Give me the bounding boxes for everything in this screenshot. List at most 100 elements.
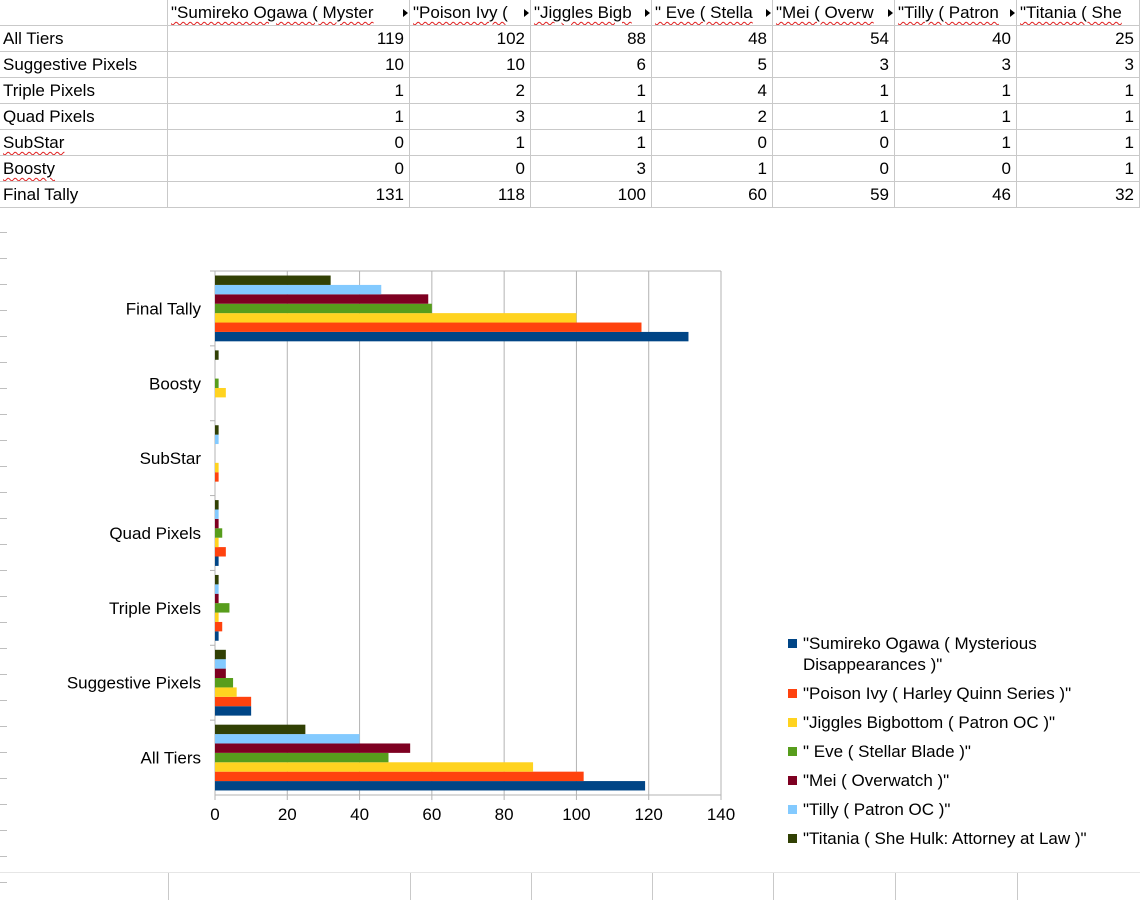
row-label-cell[interactable]: Final Tally	[0, 182, 168, 208]
cell-corner[interactable]	[0, 0, 168, 26]
value-cell[interactable]: 1	[410, 130, 531, 156]
value-cell[interactable]: 131	[168, 182, 410, 208]
value-cell[interactable]: 3	[773, 52, 895, 78]
column-header-cell[interactable]: "Jiggles Bigb	[531, 0, 652, 26]
bar[interactable]	[215, 781, 646, 791]
value-cell[interactable]: 59	[773, 182, 895, 208]
row-label-cell[interactable]: Quad Pixels	[0, 104, 168, 130]
value-cell[interactable]: 1	[895, 130, 1017, 156]
value-cell[interactable]: 0	[168, 130, 410, 156]
row-label-cell[interactable]: Triple Pixels	[0, 78, 168, 104]
value-cell[interactable]: 2	[652, 104, 773, 130]
bar[interactable]	[215, 593, 219, 604]
bar[interactable]	[215, 284, 382, 295]
bar[interactable]	[215, 668, 226, 679]
value-cell[interactable]: 1	[168, 78, 410, 104]
bar[interactable]	[215, 621, 223, 632]
bar[interactable]	[215, 752, 389, 763]
bar[interactable]	[215, 556, 219, 566]
column-header-cell[interactable]: "Titania ( She	[1017, 0, 1140, 26]
value-cell[interactable]: 119	[168, 26, 410, 52]
value-cell[interactable]: 1	[1017, 156, 1140, 182]
bar[interactable]	[215, 378, 219, 388]
bar[interactable]	[215, 631, 219, 641]
value-cell[interactable]: 100	[531, 182, 652, 208]
value-cell[interactable]: 0	[168, 156, 410, 182]
bar[interactable]	[215, 500, 219, 510]
value-cell[interactable]: 1	[1017, 78, 1140, 104]
bar[interactable]	[215, 537, 219, 548]
value-cell[interactable]: 1	[895, 104, 1017, 130]
bar[interactable]	[215, 724, 306, 735]
bar[interactable]	[215, 313, 577, 323]
bar[interactable]	[215, 547, 226, 557]
row-label-cell[interactable]: Suggestive Pixels	[0, 52, 168, 78]
value-cell[interactable]: 4	[652, 78, 773, 104]
value-cell[interactable]: 40	[895, 26, 1017, 52]
value-cell[interactable]: 10	[168, 52, 410, 78]
value-cell[interactable]: 10	[410, 52, 531, 78]
column-header-cell[interactable]: " Eve ( Stella	[652, 0, 773, 26]
bar[interactable]	[215, 696, 252, 707]
row-label-cell[interactable]: SubStar	[0, 130, 168, 156]
bar[interactable]	[215, 612, 219, 622]
bar[interactable]	[215, 331, 689, 342]
row-label-cell[interactable]: Boosty	[0, 156, 168, 182]
bar[interactable]	[215, 434, 219, 445]
value-cell[interactable]: 48	[652, 26, 773, 52]
value-cell[interactable]: 1	[1017, 130, 1140, 156]
value-cell[interactable]: 46	[895, 182, 1017, 208]
bar[interactable]	[215, 603, 230, 613]
bar[interactable]	[215, 743, 411, 753]
column-header-cell[interactable]: "Poison Ivy (	[410, 0, 531, 26]
bar[interactable]	[215, 771, 584, 782]
value-cell[interactable]: 3	[410, 104, 531, 130]
value-cell[interactable]: 118	[410, 182, 531, 208]
value-cell[interactable]: 102	[410, 26, 531, 52]
value-cell[interactable]: 3	[1017, 52, 1140, 78]
bar[interactable]	[215, 387, 226, 398]
bar[interactable]	[215, 687, 237, 697]
value-cell[interactable]: 1	[895, 78, 1017, 104]
bar[interactable]	[215, 528, 223, 538]
bar[interactable]	[215, 574, 219, 585]
bar[interactable]	[215, 659, 226, 669]
column-header-cell[interactable]: "Tilly ( Patron	[895, 0, 1017, 26]
bar[interactable]	[215, 518, 219, 529]
value-cell[interactable]: 88	[531, 26, 652, 52]
value-cell[interactable]: 2	[410, 78, 531, 104]
value-cell[interactable]: 3	[895, 52, 1017, 78]
value-cell[interactable]: 0	[895, 156, 1017, 182]
row-label-cell[interactable]: All Tiers	[0, 26, 168, 52]
bar-chart[interactable]: 0 20 40 60 80 100 120 140 All Tiers Suggestive Pi…	[0, 205, 1140, 900]
bar[interactable]	[215, 472, 219, 482]
bar[interactable]	[215, 294, 429, 304]
column-header-cell[interactable]: "Mei ( Overw	[773, 0, 895, 26]
bar[interactable]	[215, 350, 219, 360]
value-cell[interactable]: 60	[652, 182, 773, 208]
value-cell[interactable]: 3	[531, 156, 652, 182]
bar[interactable]	[215, 649, 226, 660]
value-cell[interactable]: 5	[652, 52, 773, 78]
value-cell[interactable]: 0	[410, 156, 531, 182]
value-cell[interactable]: 1	[531, 78, 652, 104]
value-cell[interactable]: 0	[652, 130, 773, 156]
value-cell[interactable]: 1	[773, 104, 895, 130]
column-header-cell[interactable]: "Sumireko Ogawa ( Myster	[168, 0, 410, 26]
bar[interactable]	[215, 303, 432, 314]
bar[interactable]	[215, 762, 534, 772]
bar[interactable]	[215, 425, 219, 435]
value-cell[interactable]: 1	[773, 78, 895, 104]
value-cell[interactable]: 1	[652, 156, 773, 182]
bar[interactable]	[215, 678, 234, 688]
value-cell[interactable]: 0	[773, 130, 895, 156]
value-cell[interactable]: 54	[773, 26, 895, 52]
bar[interactable]	[215, 584, 219, 594]
bar[interactable]	[215, 509, 219, 519]
bar[interactable]	[215, 275, 331, 285]
bar[interactable]	[215, 322, 642, 332]
bar[interactable]	[215, 706, 252, 716]
value-cell[interactable]: 1	[1017, 104, 1140, 130]
value-cell[interactable]: 1	[531, 104, 652, 130]
